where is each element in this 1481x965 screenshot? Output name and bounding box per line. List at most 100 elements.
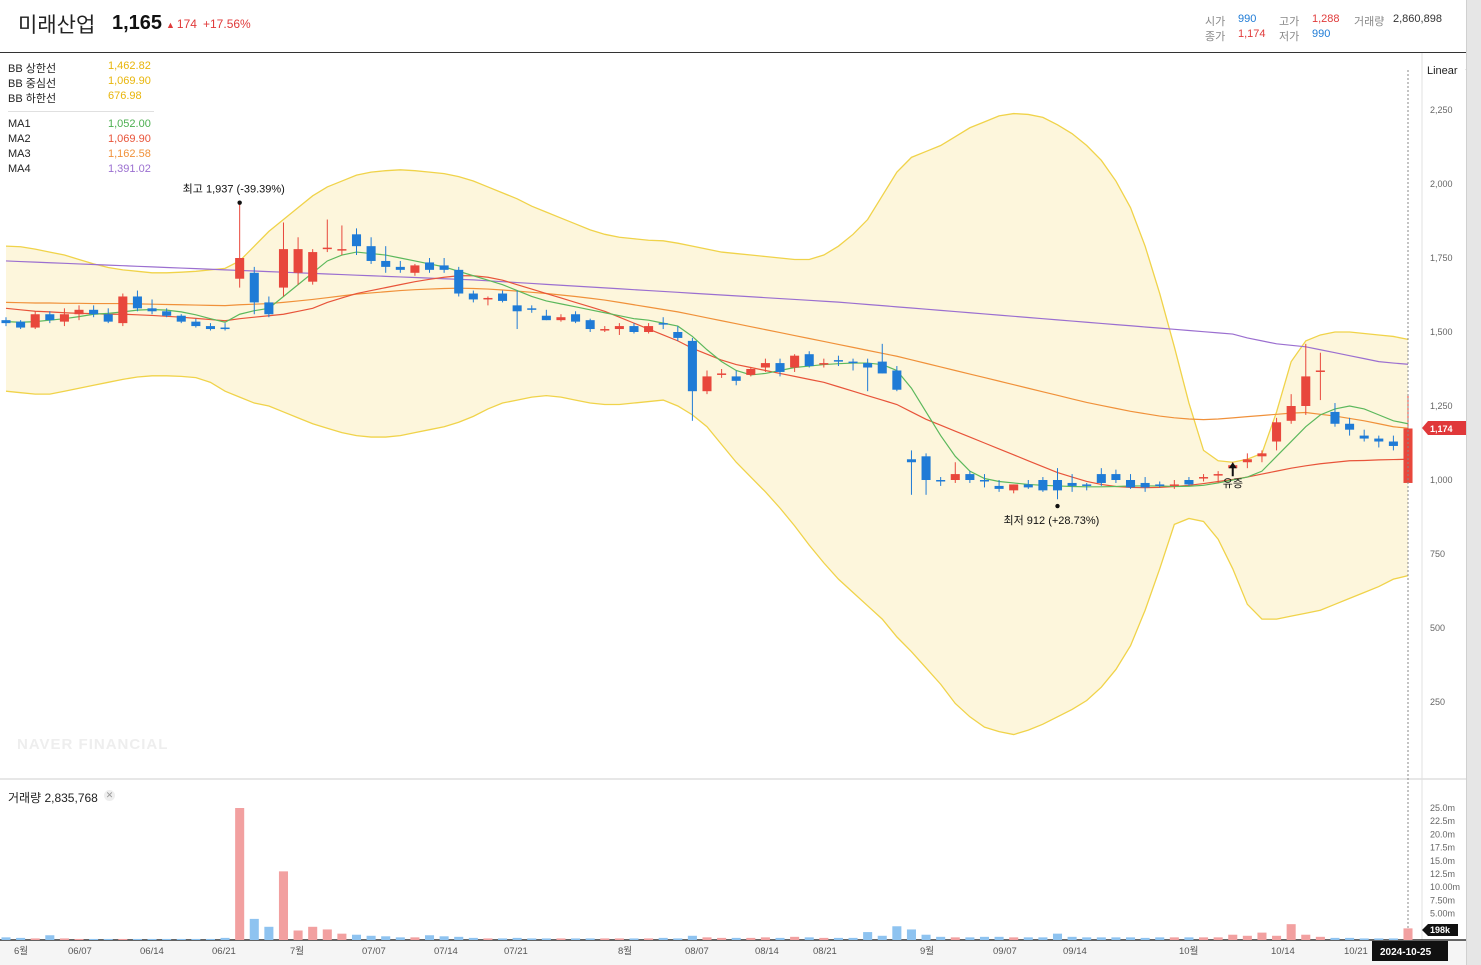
candle-body [59, 314, 69, 322]
date-tick-label: 8월 [618, 945, 632, 957]
stock-name: 미래산업 [18, 14, 96, 37]
date-tick-label: 09/14 [1063, 946, 1087, 957]
candle-body [1023, 484, 1033, 488]
legend-divider [8, 111, 154, 112]
volume-bar [30, 938, 40, 940]
candle-body [1301, 376, 1311, 406]
candle-body [1038, 480, 1048, 491]
low-marker-dot [1055, 503, 1060, 509]
volume-bar [1184, 937, 1194, 940]
volume-bar [395, 937, 405, 940]
volume-bar [1213, 937, 1223, 940]
scale-mode-select[interactable]: Linear [1427, 65, 1458, 77]
volume-tick-label: 20.0m [1430, 829, 1455, 839]
volume-tick-label: 5.00m [1430, 909, 1455, 919]
candle-body [264, 302, 274, 315]
volume-bar [1023, 937, 1033, 940]
candle-body [118, 296, 128, 324]
volume-bar [746, 937, 756, 940]
date-tick-label: 06/21 [212, 946, 236, 957]
volume-bar [585, 938, 595, 940]
candle-body [293, 249, 303, 273]
ma3-label: MA3 [8, 148, 31, 160]
candle-body [498, 293, 508, 301]
volume-bar [775, 937, 785, 940]
open-value: 990 [1238, 13, 1257, 25]
candle-body [30, 314, 40, 328]
close-icon[interactable]: ✕ [104, 790, 115, 801]
candle-body [439, 265, 449, 270]
candle-body [833, 360, 843, 362]
volume-tick-label: 12.5m [1430, 869, 1455, 879]
volume-bar [921, 934, 931, 940]
candle-body [571, 314, 581, 322]
date-tick-label: 10/21 [1344, 946, 1368, 957]
ma2-label: MA2 [8, 133, 31, 145]
high-label: 고가 [1279, 16, 1300, 28]
candle-body [1125, 480, 1136, 488]
volume-bar [848, 937, 858, 940]
volume-bar [790, 936, 800, 940]
volume-bar [293, 930, 303, 940]
candle-body [600, 329, 610, 331]
current-price-tag-label: 1,174 [1430, 424, 1453, 434]
volume-bar [351, 934, 362, 940]
volume-bar [366, 935, 376, 940]
candle-body [512, 305, 522, 312]
volume-bar [191, 938, 201, 940]
volume-bar [950, 937, 960, 940]
candle-body [381, 260, 391, 267]
volume-value: 2,860,898 [1393, 13, 1442, 25]
candle-body [1359, 435, 1369, 439]
candle-body [527, 308, 537, 310]
volume-bar [804, 937, 814, 940]
volume-bar [439, 936, 449, 940]
low-value: 990 [1312, 28, 1331, 40]
candle-body [1374, 438, 1384, 442]
price-change-value: 174 [176, 17, 197, 31]
volume-bar [220, 937, 230, 940]
date-axis-background [0, 940, 1466, 965]
candle-body [644, 326, 654, 332]
candle-body [16, 321, 26, 328]
volume-bar [1228, 934, 1238, 940]
volume-bar [322, 929, 332, 940]
candle-body [585, 320, 595, 330]
candle-body [220, 327, 230, 330]
candle-body [950, 474, 960, 480]
date-tick-label: 07/21 [504, 946, 528, 957]
page-scrollbar[interactable] [1466, 0, 1481, 965]
bb-upper-label: BB 상한선 [8, 63, 57, 75]
candle-body [541, 315, 551, 321]
volume-bar [235, 808, 245, 940]
volume-bar [731, 937, 741, 940]
volume-bar [1272, 935, 1282, 940]
candle-body [147, 308, 157, 312]
date-tick-label: 06/14 [140, 946, 164, 957]
volume-bar [1359, 938, 1369, 940]
volume-tick-label: 10.00m [1430, 882, 1460, 892]
bb-mid-label: BB 중심선 [8, 78, 57, 90]
close-label: 종가 [1205, 31, 1226, 43]
candle-body [658, 323, 668, 325]
volume-bar [103, 938, 113, 940]
candle-body [308, 252, 318, 282]
candle-body [994, 485, 1004, 489]
candle-body [979, 480, 990, 482]
current-price-tag [1422, 421, 1466, 435]
volume-bar [979, 936, 990, 940]
volume-bar [1330, 937, 1340, 940]
volume-bar [936, 936, 946, 940]
volume-bar [16, 937, 26, 940]
candle-body [89, 309, 99, 315]
volume-panel-label: 거래량 2,835,768 [8, 791, 98, 805]
volume-bar [1140, 937, 1150, 940]
price-tick-label: 1,000 [1430, 475, 1453, 485]
candle-body [863, 363, 873, 368]
volume-bar [249, 918, 259, 940]
volume-bar [541, 938, 551, 940]
candle-body [176, 315, 186, 322]
candle-body [1096, 474, 1106, 483]
bb-mid-value: 1,069.90 [108, 75, 151, 87]
